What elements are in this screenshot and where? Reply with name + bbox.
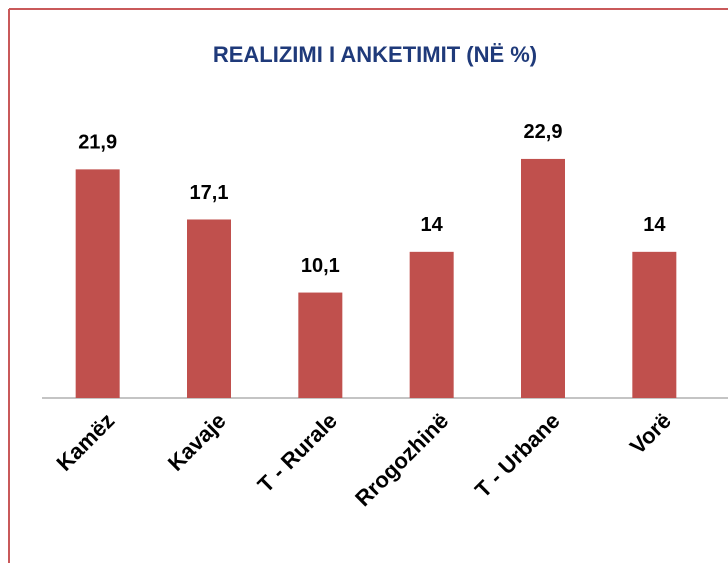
bar — [409, 251, 454, 398]
chart-title: REALIZIMI I ANKETIMIT (NË %) — [213, 42, 537, 67]
data-label: 17,1 — [190, 182, 229, 204]
data-label: 14 — [643, 214, 666, 236]
data-label: 22,9 — [524, 121, 563, 143]
bar — [632, 251, 677, 398]
bar — [75, 169, 120, 398]
data-label: 14 — [421, 214, 444, 236]
bar — [521, 158, 565, 398]
data-label: 21,9 — [78, 132, 117, 154]
data-label: 10,1 — [301, 255, 340, 277]
bar — [187, 219, 231, 398]
bar — [298, 292, 343, 398]
